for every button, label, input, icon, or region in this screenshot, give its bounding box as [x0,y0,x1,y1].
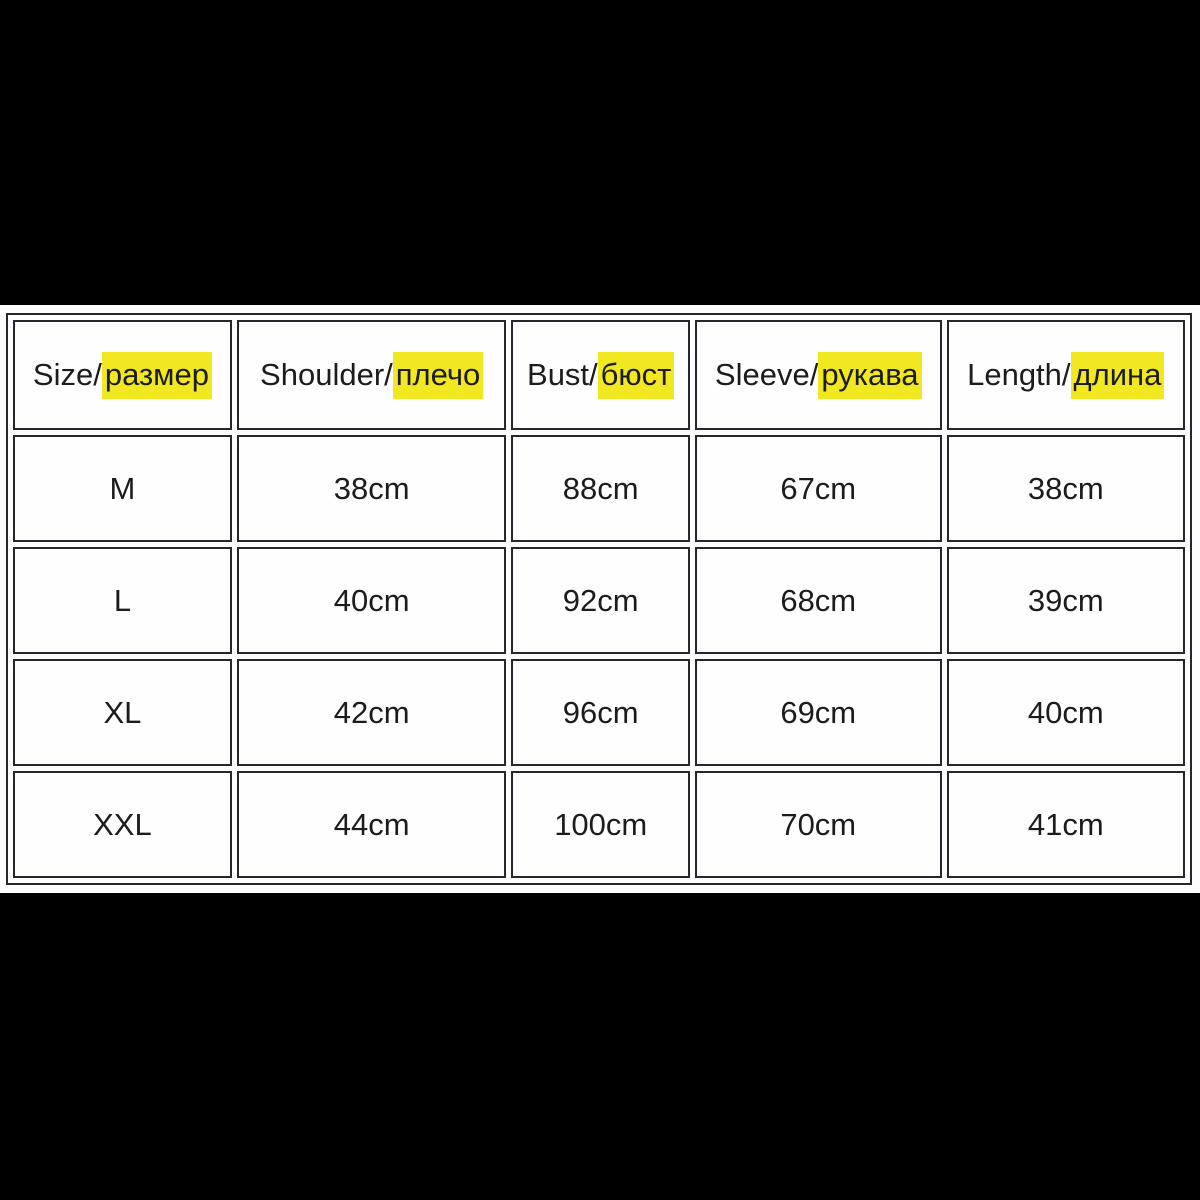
cell-shoulder: 40cm [236,547,507,654]
cell-size: XXL [13,771,232,878]
size-chart-panel: Size/размер Shoulder/плечо Bust/бюст Sle… [0,305,1200,893]
header-cell-length: Length/длина [946,320,1185,430]
cell-sleeve: 67cm [694,435,942,542]
header-bust-en: Bust/ [527,357,598,392]
header-length-en: Length/ [967,357,1071,392]
cell-shoulder: 38cm [236,435,507,542]
header-row: Size/размер Shoulder/плечо Bust/бюст Sle… [13,320,1185,430]
size-chart-table: Size/размер Shoulder/плечо Bust/бюст Sle… [6,313,1192,885]
cell-shoulder: 42cm [236,659,507,766]
cell-size: M [13,435,232,542]
cell-bust: 92cm [511,547,690,654]
header-cell-bust: Bust/бюст [511,320,690,430]
table-row-xxl: XXL 44cm 100cm 70cm 41cm [13,771,1185,878]
cell-length: 38cm [946,435,1185,542]
cell-size: L [13,547,232,654]
table-row-l: L 40cm 92cm 68cm 39cm [13,547,1185,654]
cell-size: XL [13,659,232,766]
header-bust-ru: бюст [597,352,675,399]
letterbox-top [0,0,1200,305]
table-row-xl: XL 42cm 96cm 69cm 40cm [13,659,1185,766]
cell-sleeve: 69cm [694,659,942,766]
header-cell-size: Size/размер [13,320,232,430]
cell-bust: 100cm [511,771,690,878]
cell-sleeve: 70cm [694,771,942,878]
cell-bust: 96cm [511,659,690,766]
cell-shoulder: 44cm [236,771,507,878]
header-sleeve-ru: рукава [818,352,922,399]
cell-bust: 88cm [511,435,690,542]
table-row-m: M 38cm 88cm 67cm 38cm [13,435,1185,542]
header-size-en: Size/ [32,357,102,392]
header-shoulder-ru: плечо [392,352,484,399]
header-shoulder-en: Shoulder/ [260,357,393,392]
header-size-ru: размер [101,352,212,399]
cell-length: 39cm [946,547,1185,654]
cell-length: 40cm [946,659,1185,766]
header-cell-sleeve: Sleeve/рукава [694,320,942,430]
cell-sleeve: 68cm [694,547,942,654]
letterbox-bottom [0,893,1200,1200]
header-sleeve-en: Sleeve/ [714,357,819,392]
header-length-ru: длина [1070,352,1165,399]
header-cell-shoulder: Shoulder/плечо [236,320,507,430]
cell-length: 41cm [946,771,1185,878]
